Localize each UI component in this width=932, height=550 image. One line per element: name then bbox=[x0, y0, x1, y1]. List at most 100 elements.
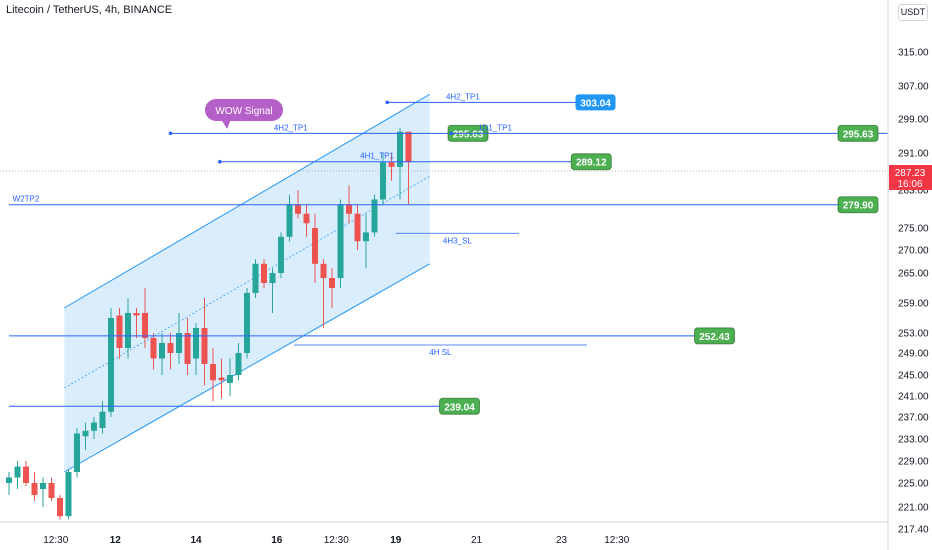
level-anchor bbox=[385, 100, 390, 105]
candle-body bbox=[65, 472, 72, 517]
y-tick-label: 270.00 bbox=[898, 246, 929, 257]
candle-body bbox=[201, 328, 208, 364]
level-price-text: 295.63 bbox=[453, 129, 484, 140]
annotation-text: WOW Signal bbox=[215, 106, 272, 117]
level-line-label: 4H1_TP1 bbox=[360, 152, 394, 161]
level-price-label bbox=[439, 397, 480, 415]
y-tick-label: 233.00 bbox=[898, 435, 929, 446]
candle-body bbox=[150, 338, 157, 359]
level-price-text: 295.63 bbox=[843, 129, 874, 140]
candle-body bbox=[14, 466, 21, 478]
candle-body bbox=[176, 333, 182, 353]
level-price-label bbox=[694, 327, 735, 345]
candle-body bbox=[380, 162, 386, 200]
level-anchor bbox=[218, 159, 222, 164]
candle-body bbox=[337, 204, 344, 278]
annotation-pointer bbox=[221, 119, 231, 129]
y-tick-label: 259.00 bbox=[898, 299, 929, 310]
candles bbox=[6, 127, 412, 520]
candle-body bbox=[167, 343, 174, 353]
x-tick-label: 23 bbox=[556, 535, 568, 546]
y-tick-label: 253.00 bbox=[898, 329, 929, 340]
candle-body bbox=[405, 131, 412, 163]
level-price-label bbox=[570, 153, 612, 171]
price-tag-countdown: 16:06 bbox=[897, 179, 922, 190]
y-tick-label: 265.00 bbox=[898, 269, 929, 280]
candle-body bbox=[312, 228, 318, 264]
candle-body bbox=[125, 313, 131, 348]
candle-body bbox=[371, 199, 378, 233]
channel-lower bbox=[64, 263, 430, 473]
candle-body bbox=[184, 333, 191, 364]
level-price-text: 279.90 bbox=[843, 201, 874, 212]
y-tick-label: 217.40 bbox=[898, 525, 929, 536]
level-price-text: 239.04 bbox=[444, 402, 475, 413]
time-axis: 12:30 12 14 16 12:30 19 21 23 12:30 bbox=[0, 521, 888, 546]
candle-body bbox=[133, 313, 140, 316]
candle-body bbox=[193, 328, 199, 359]
x-tick-label: 12:30 bbox=[43, 535, 68, 546]
level-price-text: 289.12 bbox=[576, 158, 607, 169]
candle-body bbox=[82, 430, 89, 437]
candle-body bbox=[346, 204, 352, 214]
candle-body bbox=[278, 236, 284, 273]
channel-mid bbox=[64, 175, 430, 389]
candle-body bbox=[31, 483, 38, 495]
chart-title: Litecoin / TetherUS, 4h, BINANCE bbox=[6, 4, 173, 16]
x-tick-label: 12:30 bbox=[604, 535, 629, 546]
y-tick-label: 275.00 bbox=[898, 224, 929, 235]
y-tick-label: 307.00 bbox=[898, 82, 929, 93]
level-anchor bbox=[168, 131, 173, 136]
y-tick-label: 229.00 bbox=[898, 457, 929, 468]
candle-body bbox=[142, 313, 148, 338]
level-anchor bbox=[449, 131, 453, 136]
annotation-bubble bbox=[205, 99, 283, 121]
x-tick-label: 19 bbox=[390, 535, 402, 546]
x-tick-label: 21 bbox=[471, 535, 483, 546]
y-tick-label: 221.00 bbox=[898, 503, 929, 514]
candle-body bbox=[218, 377, 225, 381]
y-tick-label: 237.00 bbox=[898, 413, 929, 424]
x-tick-label: 16 bbox=[271, 535, 283, 546]
candle-body bbox=[210, 364, 216, 381]
candle-body bbox=[235, 353, 242, 375]
candle-body bbox=[354, 213, 361, 242]
candle-body bbox=[48, 483, 55, 498]
candle-body bbox=[57, 498, 63, 517]
currency-button[interactable]: USDT bbox=[898, 4, 928, 21]
candle-body bbox=[6, 477, 12, 483]
level-line-label: 1D1_TP1 bbox=[478, 123, 512, 132]
price-tag bbox=[889, 165, 932, 190]
candle-body bbox=[388, 162, 395, 167]
channel-fill bbox=[64, 94, 430, 472]
channel-upper bbox=[63, 93, 431, 309]
level-price-text: 303.04 bbox=[580, 98, 611, 109]
x-tick-label: 12:30 bbox=[324, 535, 349, 546]
level-lines: 4H2_TP1303.044H2_TP1295.631D1_TP1295.634… bbox=[0, 92, 888, 415]
candle-body bbox=[329, 278, 335, 288]
y-tick-label: 249.00 bbox=[898, 349, 929, 360]
level-line-label: W2TP2 bbox=[13, 195, 40, 204]
candle-body bbox=[91, 422, 97, 431]
y-tick-label: 225.00 bbox=[898, 479, 929, 490]
x-tick-label: 14 bbox=[190, 535, 202, 546]
y-tick-label: 283.00 bbox=[898, 186, 929, 197]
candle-body bbox=[252, 263, 259, 293]
level-price-label bbox=[837, 124, 879, 142]
candle-body bbox=[303, 213, 310, 224]
candle-body bbox=[269, 273, 276, 283]
candle-body bbox=[159, 343, 165, 359]
y-tick-label: 315.00 bbox=[898, 48, 929, 59]
level-line-label: 4H2_TP1 bbox=[446, 92, 480, 101]
level-line-label: 4H2_TP1 bbox=[274, 123, 308, 132]
x-tick-label: 12 bbox=[110, 535, 122, 546]
price-axis: 315.00 307.00 299.00 291.00 283.00 275.00 270.… bbox=[887, 0, 932, 550]
candle-body bbox=[108, 318, 114, 412]
candle-body bbox=[116, 315, 123, 348]
level-price-text: 252.43 bbox=[699, 332, 730, 343]
candle-body bbox=[295, 204, 301, 214]
sl-label: 4H SL bbox=[429, 348, 452, 357]
y-tick-label: 299.00 bbox=[898, 115, 929, 126]
candle-body bbox=[40, 483, 46, 489]
